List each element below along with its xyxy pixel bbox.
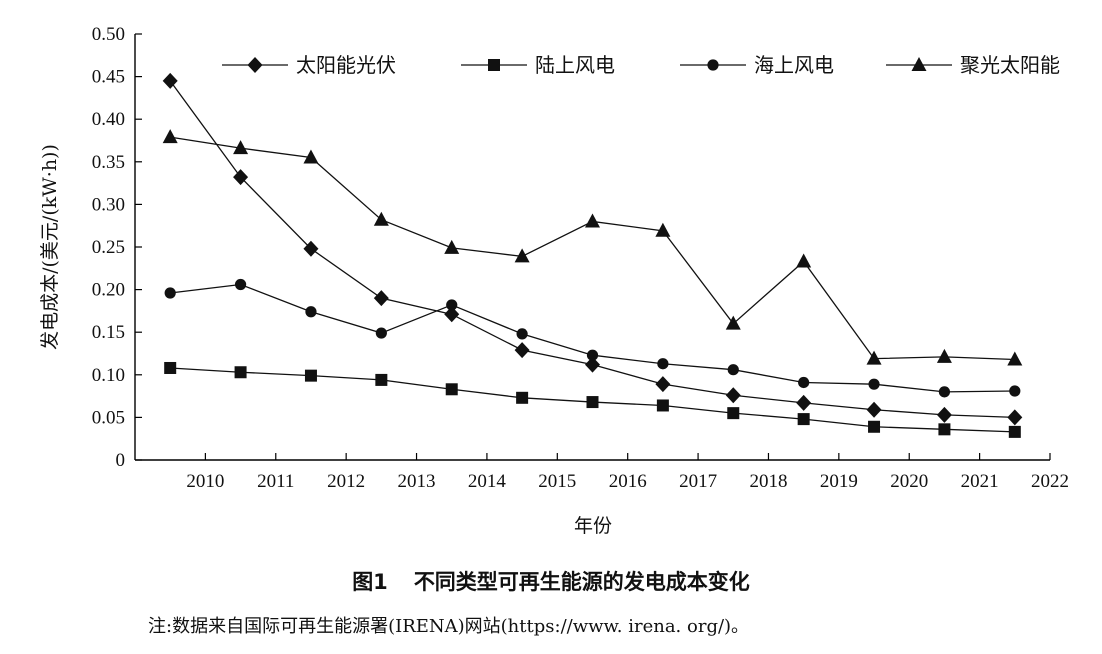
- diamond-point: [303, 240, 319, 257]
- series-line-circle: [170, 283, 1015, 393]
- square-point: [797, 413, 810, 426]
- circle-point: [446, 299, 458, 311]
- circle-point: [516, 328, 528, 340]
- circle-point: [164, 287, 176, 299]
- triangle-point: [655, 222, 671, 237]
- triangle-point: [936, 348, 952, 363]
- circle-point: [1009, 385, 1021, 397]
- x-tick-label: 2017: [679, 471, 717, 492]
- circle-point: [375, 327, 387, 339]
- x-tick-label: 2018: [749, 471, 787, 492]
- legend-label: 陆上风电: [535, 53, 615, 77]
- triangle-point: [162, 129, 178, 144]
- triangle-point: [233, 140, 249, 155]
- x-tick-label: 2013: [398, 471, 436, 492]
- diamond-point: [514, 342, 530, 359]
- y-tick-label: 0.45: [92, 67, 125, 88]
- y-tick-label: 0.15: [92, 322, 125, 343]
- legend-square-marker: [488, 59, 500, 71]
- square-point: [868, 420, 881, 433]
- square-point: [304, 369, 317, 382]
- y-tick-label: 0.40: [92, 109, 125, 130]
- circle-point: [657, 358, 669, 370]
- diamond-point: [233, 169, 249, 186]
- x-tick-label: 2016: [609, 471, 647, 492]
- diamond-point: [162, 72, 178, 89]
- triangle-point: [444, 239, 460, 254]
- triangle-point: [866, 350, 882, 365]
- square-point: [656, 399, 669, 412]
- x-tick-label: 2021: [961, 471, 999, 492]
- y-tick-label: 0.35: [92, 152, 125, 173]
- circle-point: [868, 378, 880, 390]
- triangle-point: [373, 211, 389, 226]
- triangle-point: [585, 213, 600, 228]
- legend-triangle-marker: [911, 57, 927, 71]
- diamond-point: [444, 306, 460, 323]
- diamond-point: [725, 387, 741, 404]
- x-tick-label: 2022: [1031, 471, 1069, 492]
- square-point: [234, 366, 247, 379]
- diamond-point: [866, 401, 882, 418]
- y-tick-label: 0.05: [92, 407, 125, 428]
- diamond-point: [655, 376, 671, 393]
- circle-point: [305, 306, 317, 318]
- circle-point: [727, 364, 739, 376]
- legend-label: 海上风电: [754, 53, 834, 77]
- y-tick-label: 0.25: [92, 237, 125, 258]
- x-tick-label: 2019: [820, 471, 858, 492]
- circle-point: [234, 278, 247, 291]
- square-point: [727, 407, 740, 420]
- diamond-point: [796, 394, 812, 411]
- triangle-point: [796, 253, 812, 268]
- square-point: [516, 391, 529, 404]
- triangle-point: [725, 315, 741, 330]
- diamond-point: [936, 406, 952, 423]
- y-tick-label: 0: [116, 450, 126, 471]
- legend-label: 太阳能光伏: [296, 53, 396, 77]
- series-line-triangle: [170, 136, 1015, 361]
- y-tick-label: 0.20: [92, 280, 125, 301]
- square-point: [375, 373, 388, 386]
- chart: 0 0.05 0.10 0.15 0.20 0.25 0.30 0.35 0.40 0.45 0.5…: [39, 24, 1069, 537]
- circle-point: [586, 349, 599, 361]
- square-point: [1008, 425, 1021, 438]
- x-tick-label: 2015: [538, 471, 576, 492]
- legend-circle-marker: [707, 59, 719, 71]
- legend-label: 聚光太阳能: [960, 53, 1060, 77]
- legend-diamond-marker: [247, 57, 263, 73]
- diamond-point: [585, 356, 600, 373]
- square-point: [164, 361, 177, 374]
- y-tick-label: 0.50: [92, 24, 125, 45]
- y-axis-title: 发电成本/(美元/(kW·h)): [39, 144, 61, 350]
- triangle-point: [514, 248, 530, 263]
- x-tick-label: 2012: [327, 471, 365, 492]
- circle-point: [938, 386, 951, 398]
- figure-number: 图1: [352, 570, 388, 594]
- figure-title: 不同类型可再生能源的发电成本变化: [413, 570, 750, 594]
- x-tick-label: 2010: [186, 471, 224, 492]
- square-point: [445, 383, 458, 396]
- square-point: [586, 396, 599, 409]
- triangle-point: [1007, 351, 1023, 366]
- x-tick-label: 2014: [468, 471, 507, 492]
- diamond-point: [373, 290, 389, 307]
- figure-caption: 图1 不同类型可再生能源的发电成本变化: [0, 566, 1102, 596]
- y-tick-label: 0.30: [92, 194, 125, 215]
- x-tick-label: 2020: [890, 471, 928, 492]
- x-axis-title: 年份: [574, 515, 612, 537]
- circle-point: [798, 376, 810, 389]
- diamond-point: [1007, 409, 1023, 426]
- figure-note: 注:数据来自国际可再生能源署(IRENA)网站(https://www. ire…: [148, 616, 750, 637]
- triangle-point: [303, 149, 319, 164]
- y-tick-label: 0.10: [92, 365, 125, 386]
- square-point: [938, 423, 951, 436]
- x-tick-label: 2011: [257, 471, 294, 492]
